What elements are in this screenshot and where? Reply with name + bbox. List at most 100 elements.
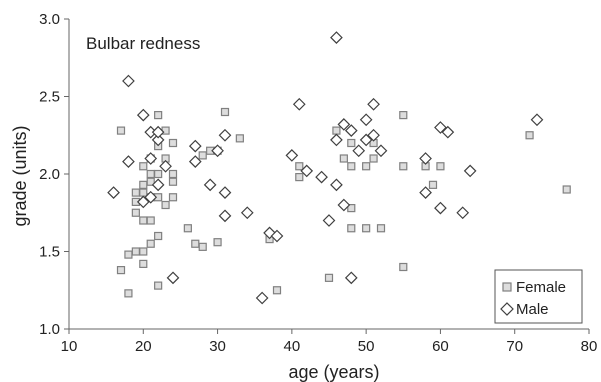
female-point xyxy=(168,177,178,186)
female-point xyxy=(146,169,155,179)
male-point xyxy=(463,164,477,178)
female-point xyxy=(146,177,155,186)
male-point xyxy=(337,198,351,212)
male-point xyxy=(218,186,232,199)
female-point xyxy=(154,169,163,179)
female-point xyxy=(525,131,534,140)
female-point xyxy=(191,239,200,248)
female-point xyxy=(154,110,163,120)
female-point xyxy=(116,126,126,135)
female-point xyxy=(436,162,445,171)
female-point xyxy=(272,286,282,295)
male-point xyxy=(188,155,202,168)
female-point xyxy=(332,126,341,135)
male-point xyxy=(530,113,544,127)
legend-male-label: Male xyxy=(516,301,549,318)
female-point xyxy=(168,193,178,202)
y-tick-label: 1.0 xyxy=(39,321,60,338)
male-point xyxy=(159,159,172,173)
x-tick-label: 50 xyxy=(358,338,375,355)
female-point xyxy=(146,216,155,225)
female-point xyxy=(161,200,170,210)
y-tick-label: 3.0 xyxy=(39,11,60,28)
male-point xyxy=(330,31,343,44)
female-point xyxy=(139,216,148,225)
male-point xyxy=(151,178,165,192)
legend-box xyxy=(494,269,583,324)
y-axis-ticks: 1.0 1.5 2.0 2.5 3.0 xyxy=(39,11,69,338)
male-point xyxy=(419,152,432,165)
male-point xyxy=(218,209,232,223)
legend-female-label: Female xyxy=(516,279,566,296)
female-point xyxy=(347,162,356,171)
female-point xyxy=(116,266,126,275)
female-point xyxy=(347,204,356,213)
female-point xyxy=(198,242,207,251)
male-point xyxy=(300,164,314,178)
female-point xyxy=(139,180,148,189)
female-point xyxy=(399,262,408,272)
female-point xyxy=(362,162,371,171)
male-point xyxy=(122,155,135,168)
y-tick-label: 1.5 xyxy=(39,244,60,261)
male-point xyxy=(359,113,373,127)
female-point xyxy=(428,180,438,189)
female-point xyxy=(139,162,148,171)
male-point xyxy=(136,108,150,122)
x-tick-label: 70 xyxy=(506,338,523,355)
male-point xyxy=(151,125,165,139)
female-point xyxy=(235,134,244,143)
female-point xyxy=(562,185,571,194)
male-point xyxy=(270,229,284,243)
male-point xyxy=(144,190,158,204)
female-point xyxy=(168,138,178,148)
male-point xyxy=(166,271,180,285)
female-point xyxy=(362,224,371,233)
male-point xyxy=(359,133,373,147)
male-point xyxy=(285,149,299,162)
female-point xyxy=(369,154,378,163)
female-point xyxy=(213,238,222,247)
female-point xyxy=(376,224,386,233)
female-point xyxy=(168,169,178,179)
female-point xyxy=(399,110,408,120)
male-point xyxy=(322,214,336,227)
x-tick-label: 80 xyxy=(581,338,598,355)
male-point xyxy=(337,118,351,131)
male-point xyxy=(434,121,447,134)
female-point xyxy=(399,162,408,171)
female-point xyxy=(339,154,348,163)
x-tick-label: 10 xyxy=(61,338,78,355)
chart-title: Bulbar redness xyxy=(86,34,200,53)
female-point xyxy=(154,231,163,241)
male-point xyxy=(107,186,120,199)
female-point xyxy=(131,208,140,217)
female-point xyxy=(347,138,356,148)
female-point xyxy=(139,259,148,268)
female-point xyxy=(124,250,133,259)
male-point xyxy=(255,291,269,305)
male-point xyxy=(330,133,343,147)
female-point xyxy=(139,188,148,197)
female-point xyxy=(139,247,148,256)
data-points xyxy=(107,31,571,305)
male-point xyxy=(367,97,380,111)
male-point xyxy=(434,201,447,215)
female-point xyxy=(220,107,230,117)
y-tick-label: 2.0 xyxy=(39,166,60,183)
x-tick-label: 60 xyxy=(432,338,449,355)
male-point xyxy=(344,124,358,137)
y-axis-title: grade (units) xyxy=(10,125,30,226)
male-point xyxy=(419,186,432,199)
x-axis-ticks: 10 20 30 40 50 60 70 80 xyxy=(61,329,598,355)
female-point xyxy=(324,273,334,282)
male-point xyxy=(456,206,470,220)
male-point xyxy=(136,195,150,209)
male-point xyxy=(122,74,135,88)
female-point xyxy=(347,224,356,233)
male-point xyxy=(441,125,455,139)
female-point xyxy=(295,162,304,171)
male-point xyxy=(344,271,358,285)
